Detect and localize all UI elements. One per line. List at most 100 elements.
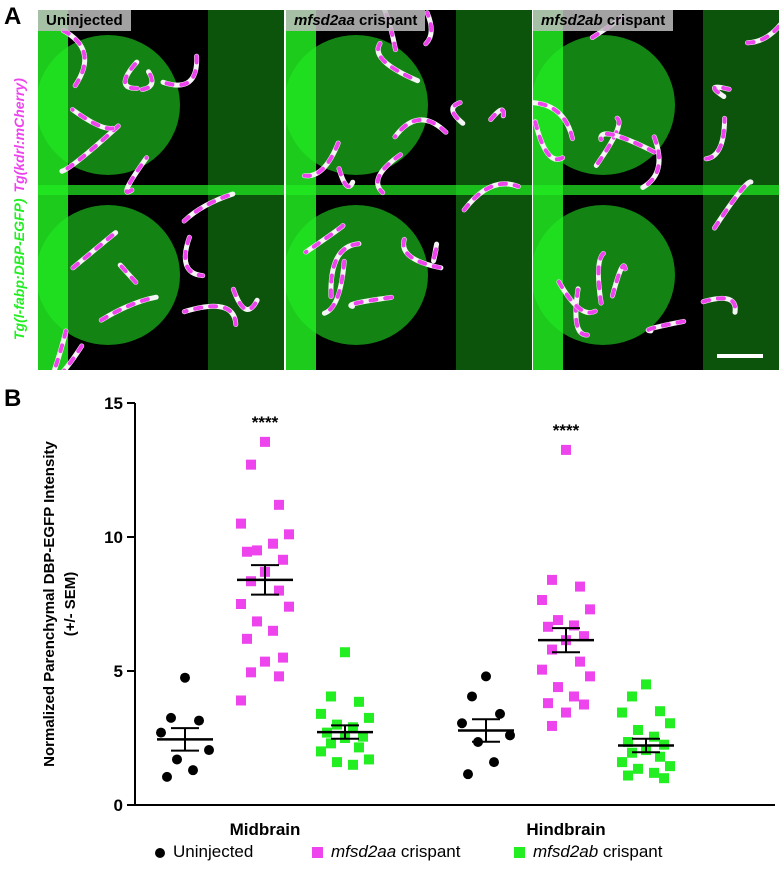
y-tick-label: 0 — [114, 796, 123, 815]
transgene-green-label: Tg(l-fabp:DBP-EGFP) — [11, 198, 27, 340]
data-point — [633, 724, 643, 735]
data-point — [467, 691, 477, 702]
optic-tectum-lobe — [38, 205, 180, 345]
panel-label: mfsd2aa crispant — [286, 10, 426, 31]
vessel-endothelium — [71, 230, 118, 270]
data-point — [316, 708, 326, 719]
vessel-endothelium — [610, 263, 628, 298]
legend-label: crispant — [598, 842, 663, 861]
vessel-endothelium — [712, 85, 732, 99]
panel-label: mfsd2ab crispant — [533, 10, 674, 31]
vessel-endothelium — [712, 180, 753, 230]
data-point — [278, 652, 288, 663]
vessel-endothelium — [382, 10, 398, 52]
legend-mfsd2ab: mfsd2ab crispant — [514, 842, 662, 862]
legend-square-marker — [312, 847, 323, 859]
vessel-endothelium — [401, 237, 443, 270]
data-point — [623, 770, 633, 781]
data-point — [547, 644, 557, 655]
data-point — [649, 767, 659, 778]
midline-band — [38, 185, 284, 195]
data-point — [547, 574, 557, 585]
data-point — [364, 754, 374, 765]
data-point — [569, 691, 579, 702]
data-point — [364, 712, 374, 723]
data-point — [274, 499, 284, 510]
vessel-endothelium — [646, 319, 686, 333]
micrograph-uninjected: Uninjected — [38, 10, 284, 370]
significance-stars: **** — [553, 421, 580, 440]
panel-label-text: Uninjected — [46, 12, 123, 29]
legend-square-marker — [514, 847, 525, 859]
data-point — [537, 664, 547, 675]
data-point — [617, 707, 627, 718]
vessel-endothelium — [161, 54, 199, 88]
vessel-endothelium — [231, 287, 260, 312]
data-point — [655, 751, 665, 762]
data-point — [156, 727, 166, 738]
data-point — [268, 538, 278, 549]
data-point — [481, 671, 491, 682]
panel-label-italic: mfsd2aa — [294, 12, 355, 29]
data-point — [543, 621, 553, 632]
panel-label: Uninjected — [38, 10, 131, 31]
hindbrain-region — [456, 10, 532, 370]
data-point — [246, 459, 256, 470]
data-point — [665, 718, 675, 729]
legend-label: crispant — [396, 842, 461, 861]
data-point — [463, 769, 473, 780]
vessel-endothelium — [376, 41, 420, 83]
vessel-endothelium — [118, 263, 138, 285]
data-point — [162, 771, 172, 782]
vessel-endothelium — [462, 181, 521, 212]
legend-circle-marker — [155, 847, 165, 858]
vessel-endothelium — [348, 295, 394, 309]
data-point — [547, 720, 557, 731]
vessel-endothelium — [124, 155, 149, 194]
vessel-endothelium — [375, 152, 403, 195]
data-point — [242, 633, 252, 644]
legend-label-italic: mfsd2ab — [533, 842, 599, 861]
vessel-endothelium — [70, 107, 115, 131]
vessel-endothelium — [337, 166, 355, 189]
data-point — [623, 737, 633, 748]
data-point — [246, 667, 256, 678]
data-point — [561, 707, 571, 718]
legend-label-italic: mfsd2aa — [331, 842, 397, 861]
vessel-endothelium — [183, 235, 205, 278]
y-axis-title: Normalized Parenchymal DBP-EGFP Intensit… — [41, 441, 79, 767]
vessel-endothelium — [423, 10, 434, 46]
data-point — [340, 647, 350, 658]
scale-bar — [717, 354, 763, 358]
x-group-label: Midbrain — [230, 820, 301, 839]
legend-mfsd2aa: mfsd2aa crispant — [312, 842, 460, 862]
midline-band — [286, 185, 532, 195]
data-point — [665, 761, 675, 772]
y-tick-label: 15 — [104, 394, 123, 413]
vessel-endothelium — [573, 286, 590, 338]
y-axis-title-line1: Normalized Parenchymal DBP-EGFP Intensit… — [41, 441, 58, 767]
vessel-endothelium — [99, 295, 159, 323]
data-point — [252, 545, 262, 556]
data-point — [332, 757, 342, 768]
optic-tectum-lobe — [38, 35, 180, 175]
optic-tectum-lobe — [533, 35, 675, 175]
panel-label-text: crispant — [602, 12, 666, 29]
vessel-endothelium — [302, 141, 341, 178]
data-point — [274, 585, 284, 596]
data-point — [236, 599, 246, 609]
data-point — [649, 731, 659, 742]
legend-uninjected: Uninjected — [155, 842, 253, 862]
data-point — [348, 722, 358, 733]
y-tick-label: 5 — [114, 662, 123, 681]
data-point — [553, 615, 563, 626]
midline-band — [533, 185, 779, 195]
data-point — [166, 712, 176, 723]
data-point — [326, 691, 336, 702]
data-point — [505, 730, 515, 741]
vessel-endothelium — [52, 329, 68, 370]
vessel-endothelium — [556, 279, 598, 315]
data-point — [260, 656, 270, 667]
vessel-endothelium — [182, 192, 235, 223]
data-point — [194, 715, 204, 726]
